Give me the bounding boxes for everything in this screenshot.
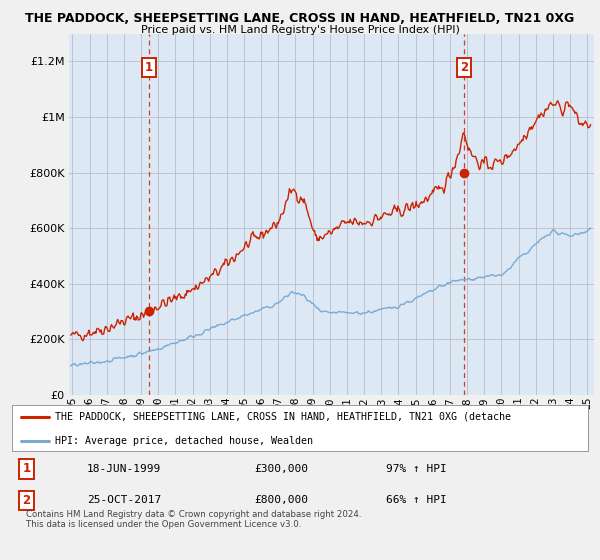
Text: 1: 1: [145, 62, 153, 74]
Text: 2: 2: [460, 62, 468, 74]
Text: THE PADDOCK, SHEEPSETTING LANE, CROSS IN HAND, HEATHFIELD, TN21 0XG (detache: THE PADDOCK, SHEEPSETTING LANE, CROSS IN…: [55, 412, 511, 422]
Text: 97% ↑ HPI: 97% ↑ HPI: [386, 464, 447, 474]
Text: 66% ↑ HPI: 66% ↑ HPI: [386, 496, 447, 506]
Text: HPI: Average price, detached house, Wealden: HPI: Average price, detached house, Weal…: [55, 436, 313, 446]
Text: Price paid vs. HM Land Registry's House Price Index (HPI): Price paid vs. HM Land Registry's House …: [140, 25, 460, 35]
Text: THE PADDOCK, SHEEPSETTING LANE, CROSS IN HAND, HEATHFIELD, TN21 0XG: THE PADDOCK, SHEEPSETTING LANE, CROSS IN…: [25, 12, 575, 25]
Text: 2: 2: [22, 494, 31, 507]
Text: 1: 1: [22, 462, 31, 475]
Text: £800,000: £800,000: [254, 496, 308, 506]
Text: £300,000: £300,000: [254, 464, 308, 474]
Text: 25-OCT-2017: 25-OCT-2017: [87, 496, 161, 506]
Text: 18-JUN-1999: 18-JUN-1999: [87, 464, 161, 474]
Text: Contains HM Land Registry data © Crown copyright and database right 2024.
This d: Contains HM Land Registry data © Crown c…: [26, 510, 362, 529]
